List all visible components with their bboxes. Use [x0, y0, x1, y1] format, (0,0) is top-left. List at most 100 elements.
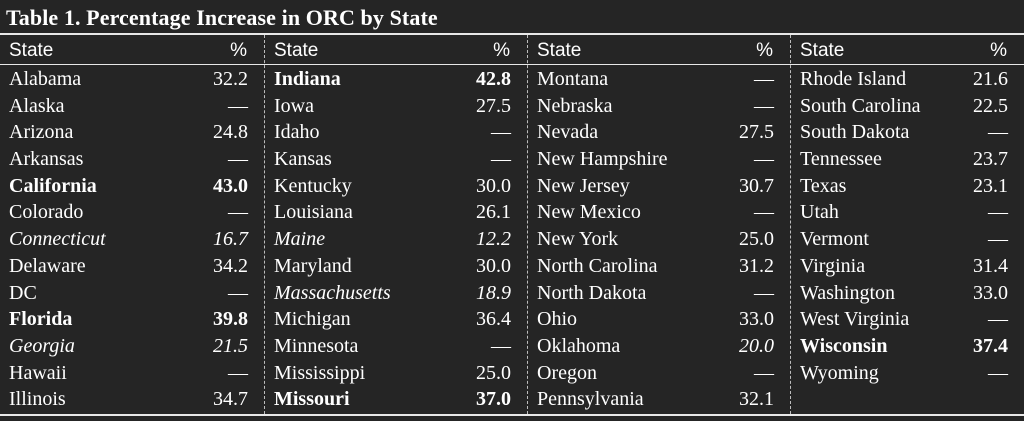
state-name: Massachusetts: [274, 281, 391, 304]
state-name: Connecticut: [9, 228, 106, 251]
state-name: Hawaii: [9, 361, 67, 384]
state-name: Illinois: [9, 388, 66, 411]
state-name: Idaho: [274, 121, 320, 144]
state-name: Oregon: [537, 361, 597, 384]
state-name: New York: [537, 228, 619, 251]
table-row: Alaska —: [0, 93, 264, 120]
state-name: Wisconsin: [800, 334, 888, 357]
table-row: Texas 23.1: [791, 173, 1024, 200]
percent-value: —: [754, 361, 774, 384]
row-list: Alabama 32.2 Alaska — Arizona 24.8 Arkansas — Ca…: [0, 66, 264, 413]
state-name: Washington: [800, 281, 896, 304]
state-name: North Dakota: [537, 281, 647, 304]
percent-value: 12.2: [476, 228, 511, 251]
state-name: West Virginia: [800, 308, 910, 331]
percent-value: 34.2: [213, 254, 248, 277]
state-name: Nebraska: [537, 94, 613, 117]
percent-value: 22.5: [973, 94, 1008, 117]
state-header: State: [9, 40, 54, 61]
table-row: Pennsylvania 32.1: [528, 386, 790, 413]
percent-value: 37.0: [476, 388, 511, 411]
table-row: New Hampshire —: [528, 146, 790, 173]
percent-value: 33.0: [739, 308, 774, 331]
state-name: Maine: [274, 228, 326, 251]
table-row: Nevada 27.5: [528, 119, 790, 146]
percent-value: —: [228, 281, 248, 304]
state-name: Wyoming: [800, 361, 879, 384]
state-name: Alabama: [9, 68, 82, 90]
table-row: Oklahoma 20.0: [528, 333, 790, 360]
table-row: Ohio 33.0: [528, 306, 790, 333]
state-name: South Dakota: [800, 121, 910, 144]
percent-value: —: [228, 361, 248, 384]
state-name: DC: [9, 281, 37, 304]
table-column-3: State % Montana — Nebraska — Nevada 27.5 New H…: [528, 35, 790, 414]
percent-value: 32.1: [739, 388, 774, 411]
percent-value: —: [228, 148, 248, 171]
state-name: Virginia: [800, 254, 866, 277]
state-name: Maryland: [274, 254, 352, 277]
percent-value: 43.0: [213, 174, 248, 197]
table-row: Arizona 24.8: [0, 119, 264, 146]
table-row: Wisconsin 37.4: [791, 333, 1024, 360]
table-row: Washington 33.0: [791, 280, 1024, 307]
table-column-1: State % Alabama 32.2 Alaska — Arizona 24.8 Ark…: [0, 35, 264, 414]
state-name: Minnesota: [274, 334, 359, 357]
percent-value: 42.8: [476, 68, 511, 90]
state-name: Florida: [9, 308, 73, 331]
state-name: Louisiana: [274, 201, 353, 224]
table-row: Wyoming —: [791, 360, 1024, 387]
state-name: Delaware: [9, 254, 86, 277]
percent-header: %: [990, 40, 1007, 61]
table-row: Minnesota —: [265, 333, 527, 360]
column-header: State %: [265, 39, 527, 63]
percent-value: 30.0: [476, 174, 511, 197]
table-row: Florida 39.8: [0, 306, 264, 333]
percent-value: —: [754, 68, 774, 90]
bottom-rule: [0, 414, 1024, 416]
state-name: Montana: [537, 68, 609, 90]
state-name: Tennessee: [800, 148, 882, 171]
percent-value: 26.1: [476, 201, 511, 224]
table-row: Maryland 30.0: [265, 253, 527, 280]
table-row: North Carolina 31.2: [528, 253, 790, 280]
table-row: Montana —: [528, 66, 790, 93]
state-name: Iowa: [274, 94, 314, 117]
table-title: Table 1. Percentage Increase in ORC by S…: [6, 5, 438, 30]
percent-value: 24.8: [213, 121, 248, 144]
percent-value: —: [491, 148, 511, 171]
state-name: Georgia: [9, 334, 75, 357]
table-row: Colorado —: [0, 199, 264, 226]
state-name: Alaska: [9, 94, 65, 117]
row-list: Indiana 42.8 Iowa 27.5 Idaho — Kansas — Kentucky…: [265, 66, 527, 413]
state-header: State: [800, 40, 845, 61]
table-row: Vermont —: [791, 226, 1024, 253]
percent-value: 37.4: [973, 334, 1008, 357]
table-row: Delaware 34.2: [0, 253, 264, 280]
state-name: Nevada: [537, 121, 599, 144]
table-row: Kansas —: [265, 146, 527, 173]
state-name: Mississippi: [274, 361, 366, 384]
percent-value: —: [988, 228, 1008, 251]
table-row: West Virginia —: [791, 306, 1024, 333]
table-row: Illinois 34.7: [0, 386, 264, 413]
percent-value: 33.0: [973, 281, 1008, 304]
percent-value: 23.7: [973, 148, 1008, 171]
table-row: Connecticut 16.7: [0, 226, 264, 253]
percent-value: 20.0: [739, 334, 774, 357]
state-name: New Hampshire: [537, 148, 668, 171]
percent-value: 39.8: [213, 308, 248, 331]
table-row: New York 25.0: [528, 226, 790, 253]
percent-value: 27.5: [476, 94, 511, 117]
header-rule: [0, 64, 1024, 65]
percent-header: %: [756, 40, 773, 61]
column-header: State %: [0, 39, 264, 63]
table-column-4: State % Rhode Island 21.6 South Carolina 22…: [791, 35, 1024, 414]
percent-value: —: [988, 361, 1008, 384]
percent-value: 31.2: [739, 254, 774, 277]
table-row: New Mexico —: [528, 199, 790, 226]
state-header: State: [537, 40, 582, 61]
percent-value: 30.0: [476, 254, 511, 277]
percent-value: 23.1: [973, 174, 1008, 197]
table-row: Utah —: [791, 199, 1024, 226]
